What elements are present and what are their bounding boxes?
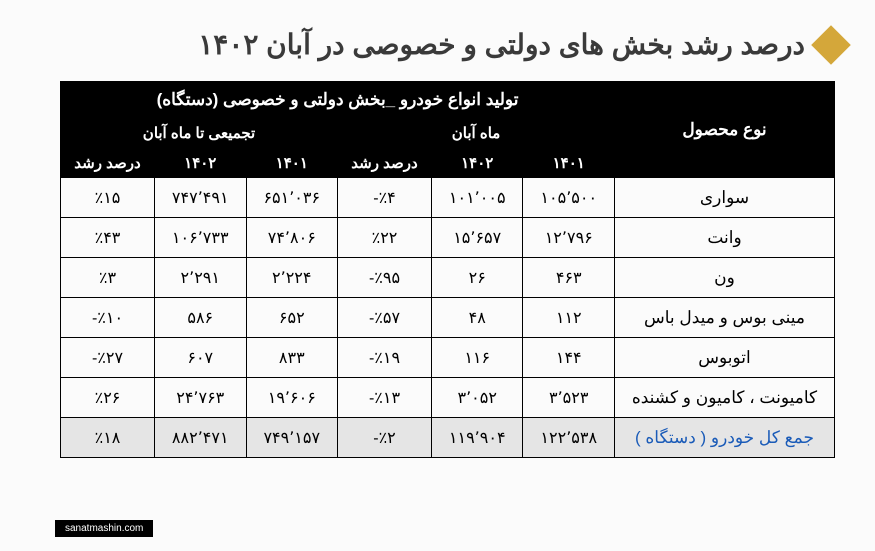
diamond-icon	[811, 25, 851, 65]
cell: ۱۱۶	[431, 338, 523, 378]
cell: ۱۹٬۶۰۶	[246, 378, 338, 418]
table-row: سواری ۱۰۵٬۵۰۰ ۱۰۱٬۰۰۵ -٪۴ ۶۵۱٬۰۳۶ ۷۴۷٬۴۹…	[61, 178, 835, 218]
cell: ۲۶	[431, 258, 523, 298]
cell: ۴۶۳	[523, 258, 615, 298]
cell: ۱۵٬۶۵۷	[431, 218, 523, 258]
cell: ۳٬۵۲۳	[523, 378, 615, 418]
col-cumulative: تجمیعی تا ماه آبان	[61, 118, 338, 148]
table-row: کامیونت ، کامیون و کشنده ۳٬۵۲۳ ۳٬۰۵۲ -٪۱…	[61, 378, 835, 418]
cell: ۱۱۹٬۹۰۴	[431, 418, 523, 458]
cell: ۶۰۷	[155, 338, 247, 378]
table-row: ون ۴۶۳ ۲۶ -٪۹۵ ۲٬۲۲۴ ۲٬۲۹۱ ٪۳	[61, 258, 835, 298]
col-month: ماه آبان	[338, 118, 615, 148]
col-cgrowth: درصد رشد	[61, 148, 155, 178]
col-m1402: ۱۴۰۲	[431, 148, 523, 178]
cell: ٪۱۸	[61, 418, 155, 458]
col-c1402: ۱۴۰۲	[155, 148, 247, 178]
col-m1401: ۱۴۰۱	[523, 148, 615, 178]
cell: ٪۳	[61, 258, 155, 298]
cell: -٪۹۵	[338, 258, 432, 298]
row-label: اتوبوس	[615, 338, 835, 378]
col-product-type: نوع محصول	[615, 82, 835, 178]
table-row: وانت ۱۲٬۷۹۶ ۱۵٬۶۵۷ ٪۲۲ ۷۴٬۸۰۶ ۱۰۶٬۷۳۳ ٪۴…	[61, 218, 835, 258]
cell: ۷۴۷٬۴۹۱	[155, 178, 247, 218]
cell: ۱۱۲	[523, 298, 615, 338]
cell: -٪۲۷	[61, 338, 155, 378]
table-container: نوع محصول تولید انواع خودرو _بخش دولتی و…	[0, 81, 875, 458]
col-main-group: تولید انواع خودرو _بخش دولتی و خصوصی (دس…	[61, 82, 615, 118]
cell: -٪۱۹	[338, 338, 432, 378]
cell: ۸۸۲٬۴۷۱	[155, 418, 247, 458]
cell: ۲۴٬۷۶۳	[155, 378, 247, 418]
row-label: ون	[615, 258, 835, 298]
page-header: درصد رشد بخش های دولتی و خصوصی در آبان ۱…	[0, 0, 875, 81]
cell: ۵۸۶	[155, 298, 247, 338]
cell: ۱۰۱٬۰۰۵	[431, 178, 523, 218]
cell: ۱۰۶٬۷۳۳	[155, 218, 247, 258]
cell: -٪۵۷	[338, 298, 432, 338]
cell: -٪۴	[338, 178, 432, 218]
cell: ۱۲۲٬۵۳۸	[523, 418, 615, 458]
cell: -٪۲	[338, 418, 432, 458]
cell: ٪۲۶	[61, 378, 155, 418]
row-label: مینی بوس و میدل باس	[615, 298, 835, 338]
cell: ۱۰۵٬۵۰۰	[523, 178, 615, 218]
total-row: جمع کل خودرو ( دستگاه ) ۱۲۲٬۵۳۸ ۱۱۹٬۹۰۴ …	[61, 418, 835, 458]
col-c1401: ۱۴۰۱	[246, 148, 338, 178]
cell: ۶۵۱٬۰۳۶	[246, 178, 338, 218]
cell: ۷۴۹٬۱۵۷	[246, 418, 338, 458]
cell: ٪۲۲	[338, 218, 432, 258]
cell: ۴۸	[431, 298, 523, 338]
cell: ۲٬۲۲۴	[246, 258, 338, 298]
table-body: سواری ۱۰۵٬۵۰۰ ۱۰۱٬۰۰۵ -٪۴ ۶۵۱٬۰۳۶ ۷۴۷٬۴۹…	[61, 178, 835, 458]
cell: ۸۳۳	[246, 338, 338, 378]
cell: ۲٬۲۹۱	[155, 258, 247, 298]
table-row: اتوبوس ۱۴۴ ۱۱۶ -٪۱۹ ۸۳۳ ۶۰۷ -٪۲۷	[61, 338, 835, 378]
cell: ۳٬۰۵۲	[431, 378, 523, 418]
cell: ۱۴۴	[523, 338, 615, 378]
table-row: مینی بوس و میدل باس ۱۱۲ ۴۸ -٪۵۷ ۶۵۲ ۵۸۶ …	[61, 298, 835, 338]
page-title: درصد رشد بخش های دولتی و خصوصی در آبان ۱…	[198, 28, 805, 61]
cell: ۶۵۲	[246, 298, 338, 338]
col-mgrowth: درصد رشد	[338, 148, 432, 178]
row-label: کامیونت ، کامیون و کشنده	[615, 378, 835, 418]
row-label: سواری	[615, 178, 835, 218]
cell: ٪۱۵	[61, 178, 155, 218]
cell: ۷۴٬۸۰۶	[246, 218, 338, 258]
cell: ٪۴۳	[61, 218, 155, 258]
cell: -٪۱۳	[338, 378, 432, 418]
row-label: وانت	[615, 218, 835, 258]
total-label: جمع کل خودرو ( دستگاه )	[615, 418, 835, 458]
cell: ۱۲٬۷۹۶	[523, 218, 615, 258]
watermark: sanatmashin.com	[55, 520, 153, 537]
cell: -٪۱۰	[61, 298, 155, 338]
data-table: نوع محصول تولید انواع خودرو _بخش دولتی و…	[60, 81, 835, 458]
